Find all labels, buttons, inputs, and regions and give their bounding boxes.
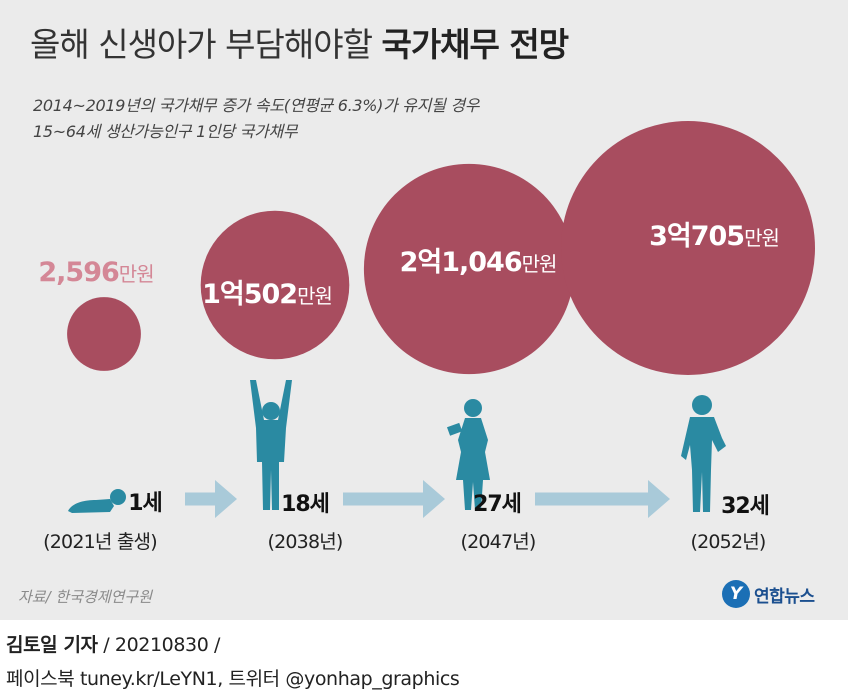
adult-figure-icon [681, 395, 726, 512]
adult-head-icon [692, 395, 712, 415]
debt-bubble [200, 210, 350, 360]
subtitle-condition: 2014~2019년의 국가채무 증가 속도(연평균 6.3%)가 유지될 경우 [33, 96, 480, 115]
credit-line-1: 김토일 기자 / 20210830 / [6, 630, 220, 657]
yonhap-logo-icon: Y [722, 580, 750, 608]
bubble-value-number: 2,596 [38, 257, 119, 288]
child-figure-icon [250, 380, 292, 510]
tablet-icon [446, 422, 463, 436]
age-label: 18세 [281, 492, 329, 517]
subtitle-measure: 15~64세 생산가능인구 1인당 국가채무 [33, 122, 298, 141]
year-label: (2038년) [267, 531, 342, 553]
yonhap-logo: Y 연합뉴스 [722, 580, 815, 608]
age-label: 27세 [473, 492, 521, 517]
year-label: (2047년) [460, 531, 535, 553]
baby-head-icon [110, 489, 126, 505]
credit-line-2: 페이스북 tuney.kr/LeYN1, 트위터 @yonhap_graphic… [6, 668, 460, 690]
progress-arrow [185, 480, 237, 518]
bubble-value-unit: 만원 [522, 252, 557, 276]
child-head-icon [262, 402, 280, 420]
year-label: (2021년 출생) [43, 531, 157, 553]
credit-date: / 20210830 / [97, 634, 221, 656]
debt-bubble [363, 163, 575, 375]
source-note: 자료/ 한국경제연구원 [18, 588, 153, 606]
debt-bubble [561, 121, 815, 375]
bubble-value-number: 3억705 [649, 221, 744, 252]
bubble-value-label: 1억502만원 [202, 279, 332, 310]
progress-arrow [343, 480, 445, 518]
bubble-value-label: 2억1,046만원 [400, 247, 557, 278]
bubble-value-unit: 만원 [119, 262, 154, 286]
bubble-value-unit: 만원 [744, 226, 779, 250]
baby-figure-icon [68, 489, 126, 513]
child-body-icon [250, 380, 292, 510]
adult-body-icon [681, 417, 726, 512]
year-label: (2052년) [690, 531, 765, 553]
title-light: 올해 신생아가 부담해야할 [30, 25, 373, 64]
bubble-value-number: 1억502 [202, 279, 297, 310]
yonhap-logo-text: 연합뉴스 [754, 586, 815, 607]
teen-figure-icon [446, 399, 490, 510]
page-title: 올해 신생아가 부담해야할 국가채무 전망 [30, 18, 569, 66]
title-bold: 국가채무 전망 [381, 25, 569, 64]
bubble-value-label: 2,596만원 [38, 257, 153, 288]
reporter-name: 김토일 기자 [6, 634, 98, 656]
teen-body-icon [456, 418, 490, 510]
progress-arrow [535, 480, 670, 518]
teen-head-icon [464, 399, 482, 417]
baby-body-icon [68, 499, 114, 513]
bubble-value-unit: 만원 [297, 284, 332, 308]
age-label: 1세 [128, 491, 162, 516]
bubble-value-label: 3억705만원 [649, 221, 779, 252]
age-label: 32세 [721, 494, 769, 519]
bubble-value-number: 2억1,046 [400, 247, 522, 278]
debt-bubble [67, 297, 141, 371]
